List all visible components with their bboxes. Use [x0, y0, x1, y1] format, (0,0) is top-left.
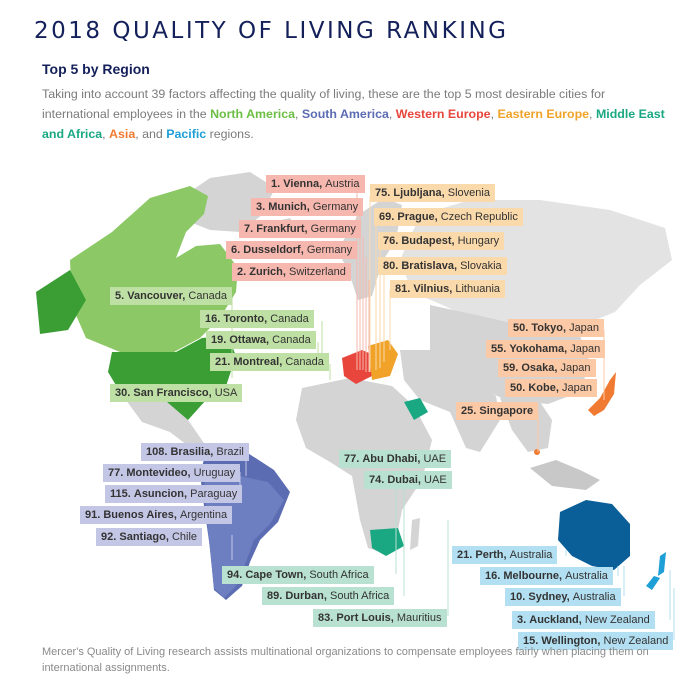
label-montreal: 21. Montreal, Canada	[210, 353, 329, 371]
label-ljubljana: 75. Ljubljana, Slovenia	[370, 184, 495, 202]
label-vilnius: 81. Vilnius, Lithuania	[390, 280, 506, 298]
page-subtitle: Top 5 by Region	[42, 61, 150, 77]
region-name-asia: Asia	[109, 127, 136, 141]
label-ottawa: 19. Ottawa, Canada	[206, 331, 316, 349]
label-asuncion: 115. Asuncion, Paraguay	[105, 485, 243, 503]
region-name-eastern-europe: Eastern Europe	[497, 107, 590, 121]
label-bratislava: 80. Bratislava, Slovakia	[378, 257, 507, 275]
label-santiago: 92. Santiago, Chile	[96, 528, 203, 546]
label-auckland: 3. Auckland, New Zealand	[512, 611, 655, 629]
page-title: 2018 QUALITY OF LIVING RANKING	[34, 18, 509, 44]
label-vienna: 1. Vienna, Austria	[266, 175, 365, 193]
intro-text: Taking into account 39 factors affecting…	[42, 87, 606, 121]
intro-paragraph: Taking into account 39 factors affecting…	[42, 87, 665, 141]
label-wellington: 15. Wellington, New Zealand	[518, 632, 674, 650]
label-port-louis: 83. Port Louis, Mauritius	[313, 609, 447, 627]
label-buenos-aires: 91. Buenos Aires, Argentina	[80, 506, 233, 524]
label-munich: 3. Munich, Germany	[251, 198, 364, 216]
region-name-south-america: South America	[301, 107, 389, 121]
label-perth: 21. Perth, Australia	[452, 546, 558, 564]
label-dubai: 74. Dubai, UAE	[364, 471, 452, 489]
label-toronto: 16. Toronto, Canada	[200, 310, 314, 328]
label-tokyo: 50. Tokyo, Japan	[508, 319, 605, 337]
label-prague: 69. Prague, Czech Republic	[374, 208, 523, 226]
label-singapore: 25. Singapore	[456, 402, 539, 420]
label-budapest: 76. Budapest, Hungary	[378, 232, 505, 250]
label-yokohama: 55. Yokohama, Japan	[486, 340, 606, 358]
region-name-north-america: North America	[210, 107, 295, 121]
label-dusseldorf: 6. Dusseldorf, Germany	[226, 241, 358, 259]
region-name-western-europe: Western Europe	[395, 107, 491, 121]
label-cape-town: 94. Cape Town, South Africa	[222, 566, 374, 584]
label-sydney: 10. Sydney, Australia	[505, 588, 621, 606]
region-pacific	[558, 500, 666, 590]
region-name-pacific: Pacific	[166, 127, 207, 141]
label-osaka: 59. Osaka, Japan	[498, 359, 596, 377]
label-zurich: 2. Zurich, Switzerland	[232, 263, 351, 281]
label-brasilia: 108. Brasilia, Brazil	[141, 443, 249, 461]
label-vancouver: 5. Vancouver, Canada	[110, 287, 232, 305]
label-melbourne: 16. Melbourne, Australia	[480, 567, 613, 585]
label-san-francisco: 30. San Francisco, USA	[110, 384, 243, 402]
region-name-middle-east-africa: Middle East and Africa	[42, 107, 665, 141]
label-kobe: 50. Kobe, Japan	[505, 379, 597, 397]
label-frankfurt: 7. Frankfurt, Germany	[239, 220, 361, 238]
label-abu-dhabi: 77. Abu Dhabi, UAE	[339, 450, 452, 468]
label-montevideo: 77. Montevideo, Uruguay	[103, 464, 241, 482]
label-durban: 89. Durban, South Africa	[262, 587, 395, 605]
footer-note: Mercer's Quality of Living research assi…	[42, 646, 649, 674]
leader-lines	[231, 193, 675, 640]
